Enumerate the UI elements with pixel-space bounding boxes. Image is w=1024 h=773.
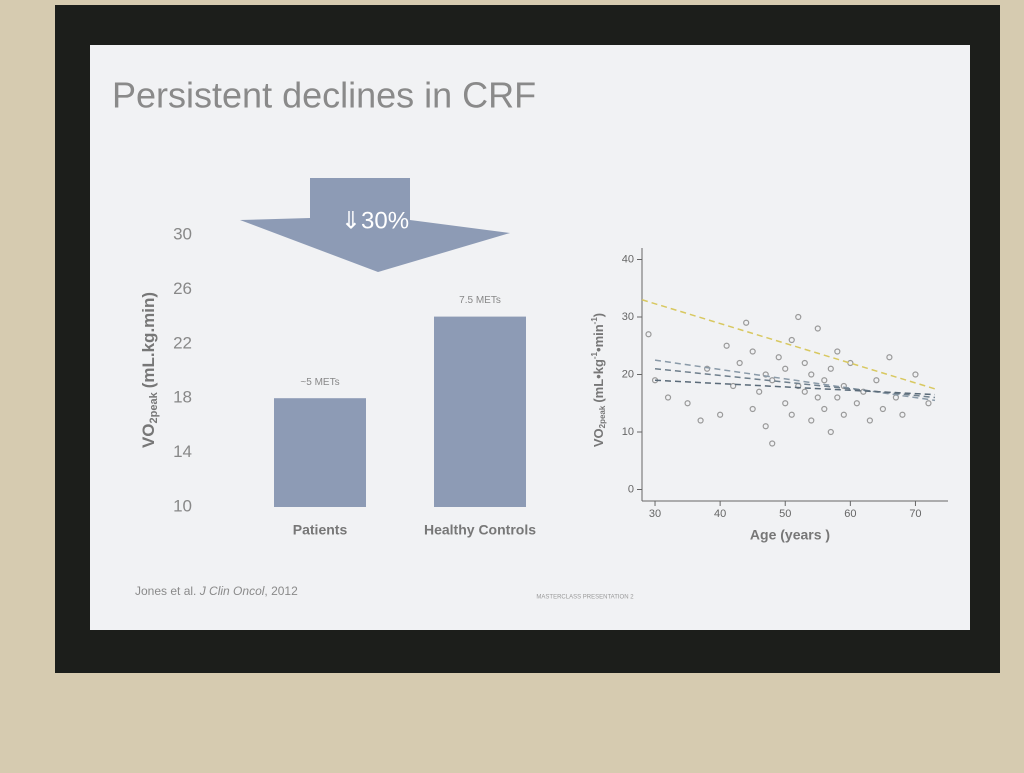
x-tick-label: 70	[909, 508, 921, 520]
data-point	[821, 405, 828, 413]
data-point	[853, 400, 860, 407]
y-tick-label: 26	[173, 279, 192, 298]
data-point	[723, 342, 730, 349]
scatter-x-label: Age (years )	[750, 527, 830, 543]
data-point	[664, 394, 672, 401]
data-point	[762, 371, 769, 378]
data-point	[808, 371, 815, 378]
y-tick-label: 30	[622, 311, 634, 323]
data-point	[912, 371, 919, 378]
data-point	[717, 411, 724, 418]
slide	[90, 45, 970, 630]
x-tick-label: 60	[844, 508, 856, 520]
data-point	[808, 417, 815, 424]
data-point	[782, 400, 789, 407]
trend-line	[654, 379, 936, 396]
data-point	[704, 365, 711, 372]
data-point	[866, 417, 873, 424]
x-tick-label: 30	[649, 508, 661, 520]
x-tick-label: Patients	[293, 522, 348, 538]
data-point	[788, 411, 795, 418]
data-point	[886, 354, 893, 361]
data-point	[684, 400, 691, 407]
data-point	[899, 411, 906, 418]
data-point	[821, 377, 828, 384]
trend-line	[654, 359, 936, 402]
data-point	[775, 354, 782, 361]
bar-annotation: ~5 METs	[300, 377, 339, 388]
data-point	[814, 394, 821, 401]
decline-arrow	[240, 178, 510, 272]
data-point	[782, 365, 789, 372]
scatter-y-label: VO2peak(mL•kg-1•min-1)	[590, 313, 607, 447]
data-point	[834, 348, 841, 355]
trend-line	[641, 299, 936, 390]
data-point	[873, 377, 880, 384]
data-point	[769, 440, 776, 447]
data-point	[788, 336, 795, 344]
bar	[434, 316, 526, 507]
data-point	[749, 405, 756, 413]
bar-y-label: VO2peak(mL.kg.min)	[139, 292, 159, 448]
x-tick-label: 40	[714, 508, 726, 520]
data-point	[834, 394, 841, 401]
y-tick-label: 18	[173, 388, 192, 407]
data-point	[730, 382, 737, 390]
data-point	[736, 359, 743, 367]
y-tick-label: 30	[173, 224, 192, 243]
footer: MASTERCLASS PRESENTATION 2	[536, 595, 634, 601]
data-point	[801, 359, 808, 367]
data-point	[879, 405, 886, 413]
y-tick-label: 40	[622, 253, 634, 265]
bar	[274, 398, 366, 507]
arrow-label: ⇓30%	[341, 207, 409, 234]
data-point	[840, 382, 847, 390]
y-tick-label: 14	[173, 442, 192, 461]
data-point	[827, 365, 834, 372]
data-point	[756, 388, 763, 395]
data-point	[925, 400, 932, 407]
data-point	[743, 319, 750, 326]
y-tick-label: 10	[622, 426, 634, 438]
citation: Jones et al. J Clin Oncol, 2012	[135, 584, 298, 598]
slide-title: Persistent declines in CRF	[112, 75, 536, 116]
data-point	[840, 411, 847, 418]
y-tick-label: 20	[622, 368, 634, 380]
x-tick-label: 50	[779, 508, 791, 520]
data-point	[801, 388, 808, 395]
bar-annotation: 7.5 METs	[459, 295, 501, 306]
y-tick-label: 10	[173, 496, 192, 515]
data-point	[645, 331, 652, 338]
data-point	[697, 417, 704, 424]
y-tick-label: 0	[628, 483, 634, 495]
x-tick-label: Healthy Controls	[424, 522, 536, 538]
data-point	[749, 348, 756, 355]
data-point	[795, 313, 802, 321]
data-point	[762, 423, 769, 430]
data-point	[827, 428, 834, 436]
data-point	[814, 325, 821, 332]
y-tick-label: 22	[173, 333, 192, 352]
